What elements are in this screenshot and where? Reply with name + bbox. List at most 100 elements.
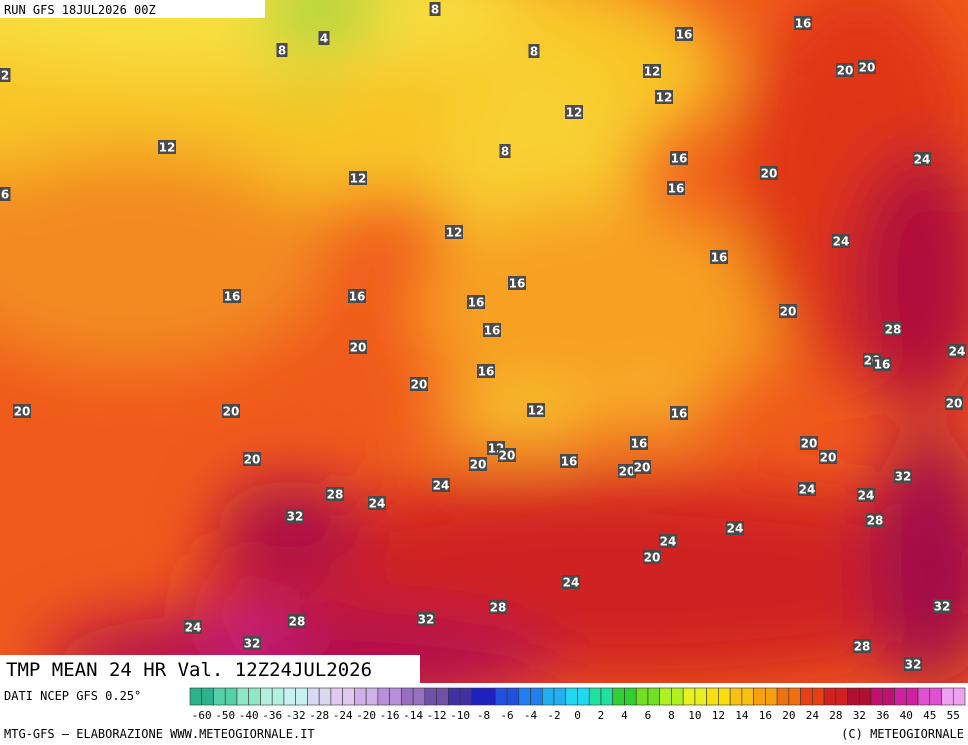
scale-swatch bbox=[905, 687, 919, 706]
contour-label: 24 bbox=[799, 483, 816, 497]
label-box bbox=[276, 43, 288, 57]
contour-label: 12 bbox=[159, 141, 176, 155]
scale-swatch bbox=[283, 687, 296, 706]
scale-swatch bbox=[318, 687, 332, 706]
contour-label: 28 bbox=[490, 601, 507, 615]
contour-label: 12 bbox=[566, 106, 583, 120]
contour-label: 16 bbox=[478, 365, 495, 379]
label-box bbox=[560, 454, 578, 468]
label-box bbox=[318, 31, 330, 45]
label-box bbox=[243, 452, 261, 466]
label-box bbox=[445, 225, 463, 239]
scale-swatch bbox=[307, 687, 320, 706]
contour-label: 8 bbox=[530, 45, 538, 59]
scale-swatch bbox=[788, 687, 801, 706]
scale-swatch bbox=[671, 687, 684, 706]
label-box bbox=[0, 68, 11, 82]
scale-swatch bbox=[224, 687, 238, 706]
label-box bbox=[158, 140, 176, 154]
label-box bbox=[670, 151, 688, 165]
scale-swatch bbox=[624, 687, 637, 706]
contour-label: 24 bbox=[563, 576, 580, 590]
scale-swatch bbox=[847, 687, 860, 706]
contour-label: 20 bbox=[780, 305, 797, 319]
contour-label: 20 bbox=[634, 461, 651, 475]
scale-label: -12 bbox=[427, 709, 447, 722]
scale-label: -8 bbox=[477, 709, 490, 722]
scale-label: 24 bbox=[806, 709, 820, 722]
temperature-field bbox=[0, 0, 968, 683]
scale-label: -40 bbox=[239, 709, 259, 722]
scale-swatch bbox=[800, 687, 813, 706]
contour-label: 32 bbox=[244, 637, 261, 651]
contour-label: 16 bbox=[631, 437, 648, 451]
contour-label: 24 bbox=[833, 235, 850, 249]
label-box bbox=[630, 436, 648, 450]
scale-label: -50 bbox=[215, 709, 235, 722]
scale-swatch bbox=[929, 687, 942, 706]
source-label: DATI NCEP GFS 0.25° bbox=[4, 689, 141, 703]
label-box bbox=[184, 620, 202, 634]
label-box bbox=[432, 478, 450, 492]
contour-label: 32 bbox=[934, 600, 951, 614]
contour-label: 20 bbox=[820, 451, 837, 465]
label-box bbox=[913, 152, 931, 166]
scale-swatch bbox=[577, 687, 590, 706]
scale-swatch bbox=[248, 687, 261, 706]
scale-swatch bbox=[753, 687, 766, 706]
contour-label: 32 bbox=[418, 613, 435, 627]
scale-swatch bbox=[553, 687, 567, 706]
label-box bbox=[779, 304, 797, 318]
scale-swatch bbox=[682, 687, 696, 706]
contour-label: 20 bbox=[644, 551, 661, 565]
contour-label: 24 bbox=[433, 479, 450, 493]
label-box bbox=[528, 44, 540, 58]
run-label: RUN GFS 18JUL2026 00Z bbox=[4, 3, 156, 17]
scale-swatch bbox=[588, 687, 602, 706]
scale-label: -20 bbox=[356, 709, 376, 722]
label-box bbox=[483, 323, 501, 337]
scale-label: -2 bbox=[547, 709, 560, 722]
contour-label: 20 bbox=[859, 61, 876, 75]
header-box bbox=[0, 0, 265, 18]
contour-label: 16 bbox=[224, 290, 241, 304]
contour-label: 24 bbox=[369, 497, 386, 511]
scale-label: -36 bbox=[262, 709, 282, 722]
scale-swatch bbox=[389, 687, 402, 706]
scale-swatch bbox=[541, 687, 555, 706]
scale-swatch bbox=[765, 687, 778, 706]
scale-swatch bbox=[706, 687, 719, 706]
contour-label: 20 bbox=[499, 449, 516, 463]
label-box bbox=[348, 289, 366, 303]
scale-label: 16 bbox=[759, 709, 772, 722]
label-box bbox=[858, 60, 876, 74]
contour-label: 28 bbox=[867, 514, 884, 528]
label-box bbox=[675, 27, 693, 41]
label-box bbox=[904, 657, 922, 671]
scale-label: 45 bbox=[923, 709, 936, 722]
label-box bbox=[667, 181, 685, 195]
scale-swatch bbox=[870, 687, 884, 706]
label-box bbox=[866, 513, 884, 527]
contour-label: 20 bbox=[14, 405, 31, 419]
contour-label: 28 bbox=[885, 323, 902, 337]
contour-label: 16 bbox=[668, 182, 685, 196]
label-box bbox=[857, 488, 875, 502]
label-box bbox=[469, 457, 487, 471]
scale-label: -60 bbox=[192, 709, 212, 722]
contour-label: 28 bbox=[854, 640, 871, 654]
scale-label: -24 bbox=[333, 709, 353, 722]
scale-label: 6 bbox=[645, 709, 652, 722]
scale-swatch bbox=[424, 687, 437, 706]
contour-label: 32 bbox=[287, 510, 304, 524]
scale-swatch bbox=[448, 687, 461, 706]
contour-label: 4 bbox=[320, 32, 328, 46]
scale-label: 36 bbox=[876, 709, 889, 722]
contour-label: 20 bbox=[801, 437, 818, 451]
credit-label: MTG-GFS – ELABORAZIONE WWW.METEOGIORNALE… bbox=[4, 727, 315, 741]
scale-swatch bbox=[776, 687, 790, 706]
scale-swatch bbox=[506, 687, 520, 706]
